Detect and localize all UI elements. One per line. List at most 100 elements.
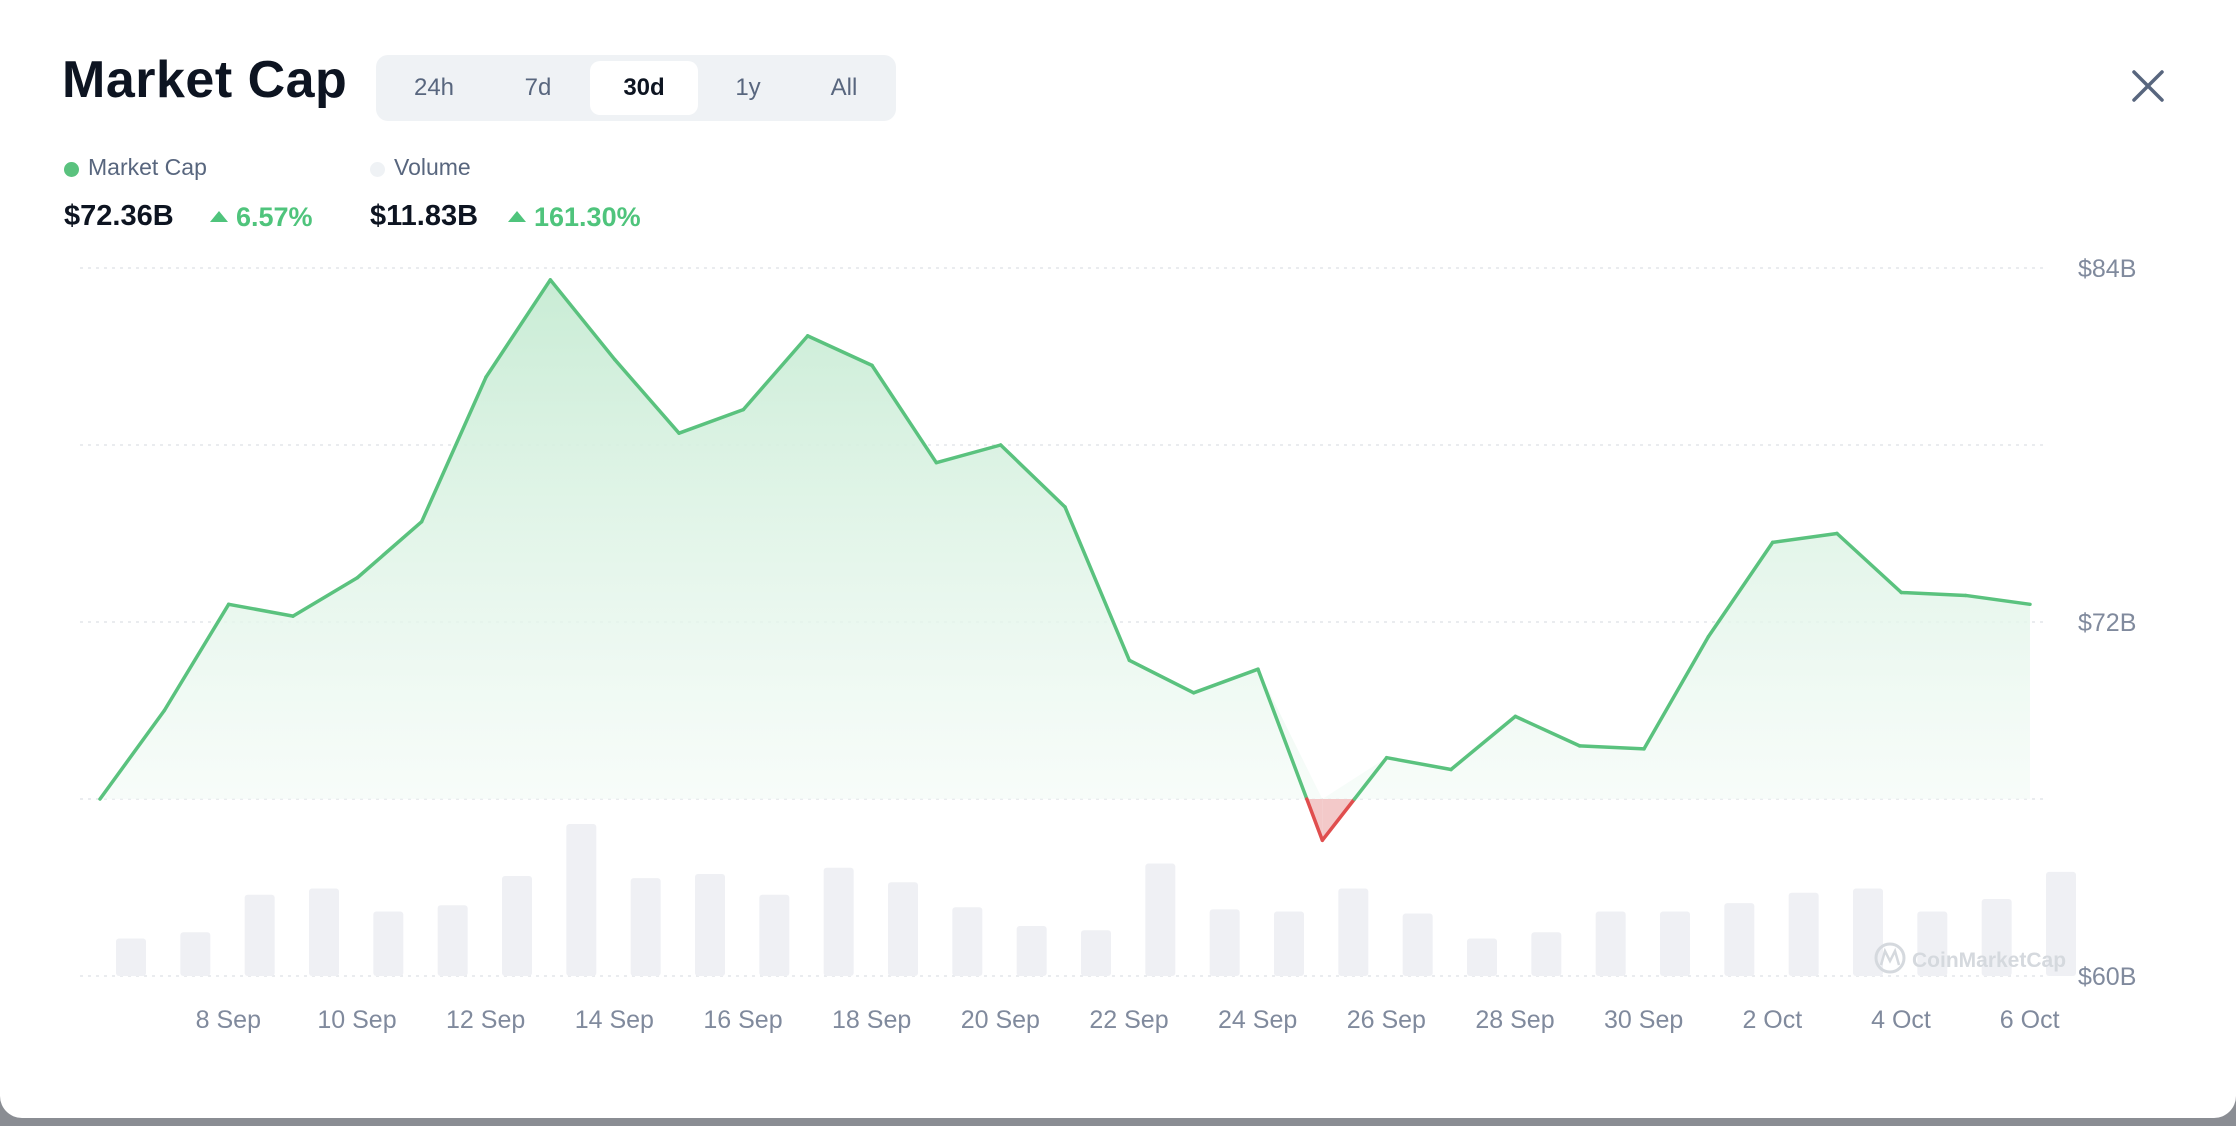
market-cap-line-segment [1256, 667, 1309, 801]
market-cap-line-segment [1706, 540, 1775, 639]
y-axis-tick-label: $60B [2078, 963, 2136, 991]
volume-bar [759, 894, 790, 976]
volume-bar [1402, 913, 1433, 976]
market-cap-line-segment [1384, 755, 1453, 772]
tab-1y[interactable]: 1y [735, 74, 761, 101]
volume-bar [823, 867, 854, 976]
page-title: Market Cap [62, 51, 348, 109]
market-cap-line-segment [934, 443, 1003, 465]
volume-change-text: 161.30% [534, 202, 641, 232]
watermark-text: CoinMarketCap [1912, 949, 2066, 972]
x-axis-tick-label: 26 Sep [1347, 1006, 1426, 1034]
market-cap-line-segment [1127, 658, 1196, 695]
volume-bar [437, 905, 468, 976]
volume-bar [695, 873, 725, 976]
market-cap-line-segment [291, 576, 360, 618]
y-axis-tick-label: $84B [2078, 255, 2136, 283]
watermark: CoinMarketCap [1874, 942, 2066, 974]
volume-bar [180, 932, 211, 976]
market-cap-change-text: 6.57% [236, 202, 313, 232]
x-axis-tick-label: 22 Sep [1089, 1006, 1168, 1034]
x-axis-tick-label: 16 Sep [703, 1006, 782, 1034]
market-cap-line-segment [805, 334, 874, 368]
market-cap-line-segment [1577, 744, 1646, 751]
x-axis-tick-label: 24 Sep [1218, 1006, 1297, 1034]
time-range-tabs: 24h 7d 30d 1y All [376, 55, 896, 121]
x-axis-tick-label: 14 Sep [575, 1006, 654, 1034]
volume-bar [1274, 911, 1304, 976]
market-cap-line-segment [355, 519, 424, 580]
x-axis-tick-label: 12 Sep [446, 1006, 525, 1034]
tab-all[interactable]: All [830, 74, 858, 101]
market-cap-line-segment [1320, 797, 1357, 843]
volume-bar [1917, 911, 1948, 976]
volume-bar [1724, 903, 1755, 976]
market-cap-line-segment [419, 375, 488, 524]
volume-bar [630, 878, 661, 976]
market-cap-line-segment [1352, 755, 1389, 801]
market-cap-change: 6.57% [210, 202, 313, 233]
market-cap-line-segment [998, 443, 1067, 509]
market-cap-line-segment [484, 278, 553, 379]
tab-24h[interactable]: 24h [413, 74, 455, 101]
market-cap-line-segment [1063, 505, 1132, 663]
volume-value: $11.83B [370, 200, 479, 232]
volume-bar [1981, 898, 2012, 976]
x-axis-tick-label: 4 Oct [1871, 1006, 1931, 1034]
volume-bar [1338, 888, 1369, 976]
x-axis-tick-label: 18 Sep [832, 1006, 911, 1034]
volume-bar [1145, 863, 1176, 976]
x-axis-tick-label: 2 Oct [1742, 1006, 1802, 1034]
x-axis-tick-label: 8 Sep [196, 1006, 261, 1034]
x-axis-tick-label: 6 Oct [2000, 1006, 2060, 1034]
volume-bar [1531, 932, 1562, 976]
market-cap-value: $72.36B [64, 200, 174, 232]
volume-bar [1853, 888, 1883, 976]
x-axis-tick-label: 10 Sep [317, 1006, 396, 1034]
market-cap-line-segment [1642, 635, 1711, 751]
volume-legend-dot [370, 162, 385, 177]
market-cap-line-segment [162, 602, 231, 713]
volume-bar [502, 876, 532, 976]
market-cap-line-segment [741, 334, 810, 412]
market-cap-line-segment [1963, 593, 2032, 607]
tab-30d[interactable]: 30d [590, 61, 698, 115]
volume-bar [1660, 911, 1690, 976]
market-cap-legend-dot [64, 162, 79, 177]
x-axis-tick-label: 28 Sep [1475, 1006, 1554, 1034]
tab-7d[interactable]: 7d [524, 74, 552, 101]
market-cap-line-segment [870, 363, 939, 465]
market-cap-line-segment [1449, 714, 1518, 772]
market-cap-line-segment [1513, 714, 1582, 748]
volume-bar [2046, 871, 2076, 976]
market-cap-line-segment [1191, 667, 1260, 695]
coinmarketcap-logo-icon [1874, 942, 1906, 974]
volume-bar [1467, 938, 1497, 976]
market-cap-line-segment [226, 602, 295, 618]
x-axis-tick-label: 30 Sep [1604, 1006, 1683, 1034]
x-axis-tick-label: 20 Sep [961, 1006, 1040, 1034]
volume-bar [244, 894, 275, 976]
volume-bar [1209, 909, 1240, 976]
market-cap-area [100, 279, 2030, 799]
market-cap-legend-label[interactable]: Market Cap [88, 154, 207, 180]
volume-bar [373, 911, 404, 976]
market-cap-line-segment [548, 278, 617, 362]
volume-legend-label[interactable]: Volume [394, 154, 471, 180]
y-axis-tick-label: $72B [2078, 609, 2136, 637]
market-cap-line-segment [1770, 531, 1839, 545]
volume-bar [309, 888, 339, 976]
arrow-up-icon [210, 211, 228, 222]
close-icon[interactable] [2130, 68, 2166, 104]
volume-bar [888, 882, 918, 976]
volume-bar [1081, 930, 1111, 976]
volume-bar [1016, 926, 1047, 976]
volume-bar [566, 824, 597, 976]
market-cap-line-segment [1899, 590, 1968, 598]
market-cap-line-segment [677, 407, 746, 435]
market-cap-line-segment [612, 357, 681, 435]
arrow-up-icon [508, 211, 526, 222]
volume-bar [116, 938, 146, 976]
